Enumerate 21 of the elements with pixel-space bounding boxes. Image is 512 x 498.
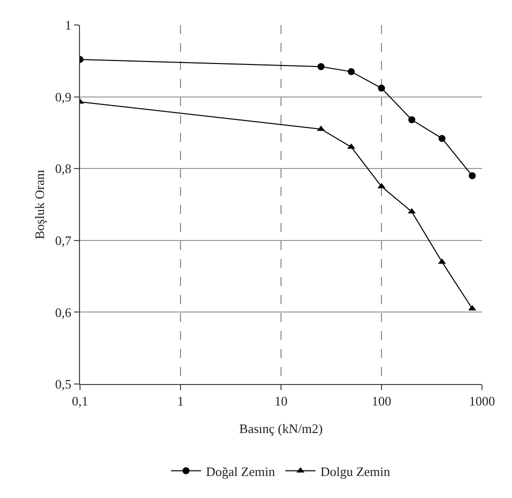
point bbox=[378, 84, 385, 92]
y-tick-label: 0,7 bbox=[55, 232, 72, 248]
x-tick-label: 100 bbox=[372, 394, 392, 409]
x-tick-label: 1000 bbox=[469, 394, 495, 409]
legend-label: Doğal Zemin bbox=[206, 464, 276, 479]
point bbox=[317, 63, 324, 70]
y-tick-label: 0,9 bbox=[55, 89, 72, 104]
point bbox=[348, 68, 355, 76]
y-tick-label: 0,6 bbox=[55, 304, 72, 320]
point bbox=[408, 116, 416, 124]
legend-label: Dolgu Zemin bbox=[320, 464, 391, 479]
y-tick-label: 1 bbox=[64, 18, 72, 33]
y-axis-title: Boşluk Oranı bbox=[32, 169, 47, 240]
y-tick-label: 0,8 bbox=[55, 161, 72, 176]
point bbox=[438, 134, 446, 142]
point bbox=[468, 172, 476, 180]
x-tick-label: 10 bbox=[274, 394, 288, 409]
y-tick-label: 0,5 bbox=[55, 376, 72, 392]
x-tick-label: 1 bbox=[177, 394, 184, 409]
x-tick-label: 0,1 bbox=[72, 394, 88, 409]
x-axis-title: Basınç (kN/m2) bbox=[239, 421, 323, 436]
